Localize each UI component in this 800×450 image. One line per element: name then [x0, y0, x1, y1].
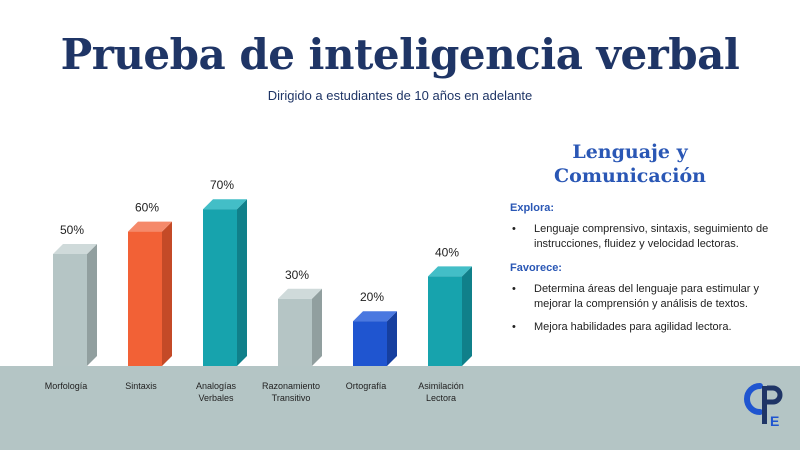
bar-2 — [128, 221, 172, 366]
bar-front — [203, 209, 237, 366]
explora-item: Lenguaje comprensivo, sintaxis, seguimie… — [510, 222, 790, 252]
category-label: Razonamiento — [262, 381, 320, 391]
bar-top — [53, 244, 97, 254]
page-subtitle: Dirigido a estudiantes de 10 años en ade… — [267, 88, 533, 103]
bar-side — [312, 288, 322, 366]
bar-front — [353, 321, 387, 366]
favorece-heading: Favorece: — [510, 262, 562, 274]
bar-top — [428, 266, 472, 277]
bar-value-label: 40% — [435, 245, 459, 259]
bar-value-label: 30% — [285, 268, 309, 282]
category-label: Transitivo — [272, 393, 311, 403]
bar-value-label: 70% — [210, 178, 234, 192]
bar-front — [53, 254, 87, 366]
bar-side — [162, 221, 172, 366]
panel-title-line-1: Lenguaje y — [572, 141, 688, 163]
bar-front — [278, 298, 312, 366]
cpe-logo-icon: E — [744, 380, 784, 430]
bar-top — [128, 221, 172, 232]
bar-front — [428, 276, 462, 366]
bar-top — [353, 311, 397, 322]
panel-title-line-2: Comunicación — [554, 165, 706, 187]
page-title: Prueba de inteligencia verbal — [60, 30, 740, 79]
bar-5 — [353, 311, 397, 366]
bar-top — [203, 199, 247, 210]
chart-floor — [0, 366, 800, 450]
bar-front — [128, 231, 162, 366]
bar-side — [87, 244, 97, 366]
bar-value-label: 50% — [60, 223, 84, 237]
bar-side — [387, 311, 397, 366]
favorece-item: Determina áreas del lenguaje para estimu… — [510, 282, 790, 312]
category-label: Ortografía — [346, 381, 387, 391]
svg-text:E: E — [770, 413, 779, 429]
category-label: Lectora — [426, 393, 456, 403]
bar-value-label: 60% — [135, 201, 159, 215]
category-label: Morfología — [45, 381, 88, 391]
category-label: Verbales — [198, 393, 234, 403]
category-label: Analogías — [196, 381, 237, 391]
bar-top — [278, 288, 322, 299]
bar-value-label: 20% — [360, 290, 384, 304]
category-label: Asimilación — [418, 381, 464, 391]
bar-side — [237, 199, 247, 366]
favorece-item: Mejora habilidades para agilidad lectora… — [510, 320, 790, 335]
bar-side — [462, 266, 472, 366]
info-panel: Lenguaje y Comunicación Explora: Lenguaj… — [510, 140, 790, 335]
explora-heading: Explora: — [510, 202, 555, 214]
bar-6 — [428, 266, 472, 366]
panel-title: Lenguaje y Comunicación — [490, 140, 770, 188]
bar-4 — [278, 288, 322, 366]
bar-3 — [203, 199, 247, 366]
bar-1 — [53, 244, 97, 366]
category-label: Sintaxis — [125, 381, 157, 391]
